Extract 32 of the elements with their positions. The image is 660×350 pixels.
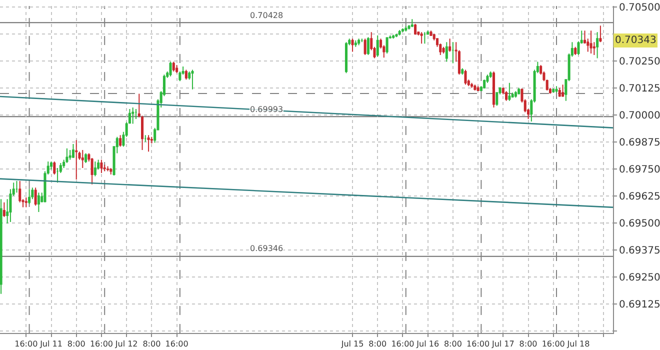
x-tick-label: 8:00 (142, 340, 161, 349)
annotation: 0.70343 (615, 35, 656, 46)
x-tick-label: 8:00 (67, 340, 86, 349)
y-tick-label: 0.70250 (619, 56, 660, 68)
x-tick-label: Jul 17 (490, 340, 514, 349)
x-tick-label: Jul 12 (114, 340, 138, 349)
x-tick-label: 16:00 (165, 340, 188, 349)
y-tick-label: 0.70125 (619, 84, 660, 95)
x-tick-label: 16:00 (14, 340, 38, 349)
y-tick-label: 0.69500 (619, 218, 660, 230)
x-tick-label: 16:00 (542, 340, 565, 349)
x-tick-label: Jul 16 (416, 340, 440, 349)
y-tick-label: 0.69125 (619, 300, 660, 311)
y-tick-label: 0.69250 (619, 272, 660, 284)
y-tick-label: 0.70000 (619, 110, 660, 122)
y-tick-label: 0.70500 (619, 2, 660, 14)
x-tick-label: 16:00 (90, 340, 113, 349)
x-tick-label: 8:00 (519, 340, 538, 349)
x-tick-label: 8:00 (368, 340, 387, 349)
x-tick-label: Jul 18 (566, 340, 590, 349)
x-tick-label: Jul 15 (340, 340, 364, 349)
y-tick-label: 0.69375 (619, 246, 660, 257)
y-tick-label: 0.69625 (619, 192, 660, 203)
x-tick-label: Jul 11 (39, 340, 62, 349)
x-tick-label: 16:00 (391, 340, 414, 349)
ref-line-label: 0.69346 (250, 244, 284, 253)
y-tick-label: 0.69875 (619, 138, 660, 149)
ref-line-label: 0.69993 (250, 105, 284, 114)
ref-line-label: 0.70428 (250, 11, 284, 20)
y-tick-label: 0.69750 (619, 164, 660, 176)
x-tick-label: 8:00 (444, 340, 462, 349)
x-tick-label: 16:00 (466, 340, 490, 349)
